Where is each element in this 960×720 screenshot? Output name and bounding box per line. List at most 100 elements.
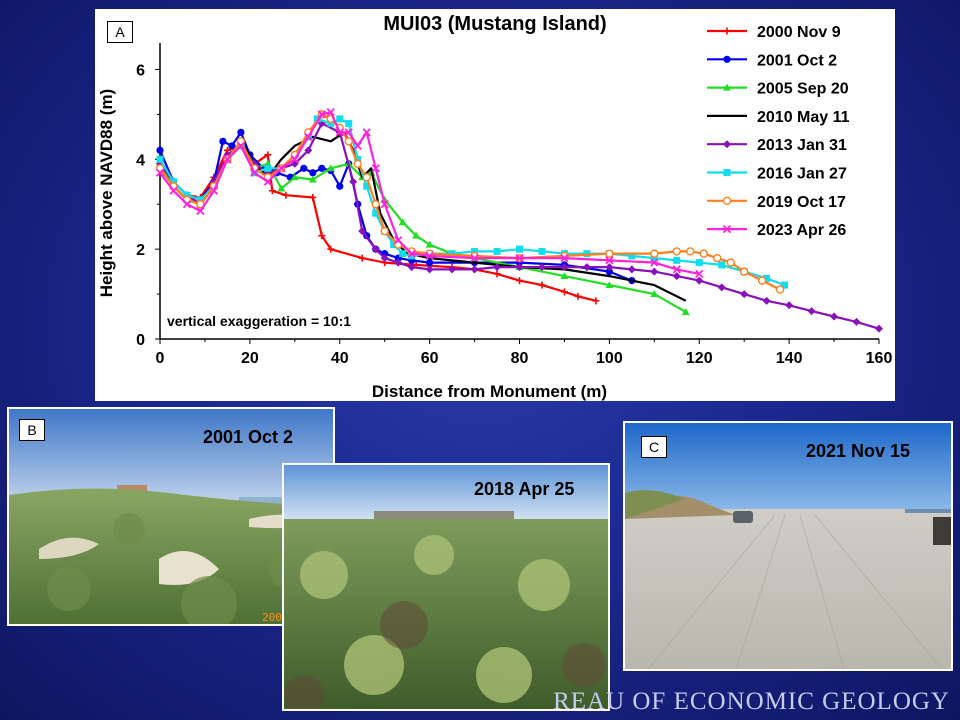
data-point-2016-jan-27	[763, 274, 771, 282]
data-point-2000-nov-9	[493, 270, 501, 278]
data-point-2013-jan-31	[493, 263, 502, 272]
data-point-2013-jan-31	[470, 265, 479, 274]
data-point-2016-jan-27	[183, 191, 191, 199]
data-point-2016-jan-27	[493, 247, 501, 255]
data-point-2016-jan-27	[336, 115, 344, 123]
data-point-2013-jan-31	[672, 272, 681, 281]
x-tick-label: 60	[421, 350, 439, 367]
data-point-2016-jan-27	[538, 247, 546, 255]
legend-marker-2013-jan-31	[723, 140, 731, 149]
data-point-2019-oct-17	[726, 258, 735, 267]
x-tick-label: 100	[596, 350, 623, 367]
data-point-2023-apr-26	[250, 168, 259, 177]
photo-b-date: 2001 Oct 2	[203, 427, 294, 447]
data-point-2001-oct-2	[309, 169, 317, 177]
data-point-2013-jan-31	[425, 265, 434, 274]
data-point-2019-oct-17	[775, 285, 785, 294]
x-tick-label: 0	[156, 350, 165, 367]
series-line-2001-oct-2	[158, 131, 633, 282]
data-point-2023-apr-26	[236, 141, 246, 150]
data-point-2013-jan-31	[349, 177, 358, 186]
data-point-2023-apr-26	[371, 164, 380, 173]
data-point-2023-apr-26	[155, 168, 165, 177]
data-point-2023-apr-26	[182, 200, 192, 209]
data-point-2023-apr-26	[380, 200, 389, 209]
data-point-2019-oct-17	[380, 226, 389, 236]
legend-marker-2000-nov-9	[723, 27, 731, 35]
data-point-2005-sep-20	[412, 231, 421, 239]
data-point-2000-nov-9	[264, 151, 272, 159]
data-point-2016-jan-27	[264, 164, 272, 172]
data-point-2016-jan-27	[583, 250, 591, 258]
data-point-2005-sep-20	[290, 173, 299, 181]
data-point-2000-nov-9	[318, 232, 326, 240]
legend-marker-2023-apr-26	[722, 224, 732, 234]
data-point-2023-apr-26	[605, 256, 614, 265]
data-point-2013-jan-31	[582, 263, 591, 272]
data-point-2001-oct-2	[318, 164, 326, 172]
profile-chart: MUI03 (Mustang Island)0 20 40 60 80 100 120 140…	[97, 13, 892, 401]
data-point-2016-jan-27	[516, 245, 523, 253]
data-point-2001-oct-2	[228, 142, 236, 150]
data-point-2001-oct-2	[300, 164, 308, 172]
data-point-2000-nov-9	[309, 193, 317, 201]
data-point-2013-jan-31	[785, 301, 794, 310]
legend-label-2023-apr-26: 2023 Apr 26	[757, 222, 846, 239]
legend-marker-2016-jan-27	[723, 169, 731, 176]
data-point-2013-jan-31	[717, 283, 726, 292]
y-tick-label: 6	[136, 62, 145, 79]
data-point-2000-nov-9	[282, 191, 290, 199]
data-point-2016-jan-27	[390, 241, 398, 249]
data-point-2013-jan-31	[740, 290, 749, 299]
legend-label-2013-jan-31: 2013 Jan 31	[757, 137, 847, 154]
data-point-2005-sep-20	[650, 290, 659, 298]
data-point-2023-apr-26	[344, 128, 353, 137]
data-point-2016-jan-27	[448, 250, 456, 258]
data-point-2019-oct-17	[605, 249, 614, 258]
data-point-2023-apr-26	[277, 164, 286, 173]
data-point-2016-jan-27	[196, 196, 204, 204]
data-point-2005-sep-20	[560, 272, 569, 280]
data-point-2013-jan-31	[537, 263, 546, 272]
data-point-2005-sep-20	[425, 240, 434, 248]
data-point-2013-jan-31	[560, 263, 569, 272]
data-point-2005-sep-20	[398, 218, 407, 226]
y-tick-label: 0	[136, 332, 145, 349]
data-point-2005-sep-20	[326, 164, 335, 172]
data-point-2000-nov-9	[574, 292, 582, 300]
data-point-2013-jan-31	[304, 146, 313, 155]
y-tick-label: 4	[136, 152, 145, 169]
x-tick-label: 80	[511, 350, 529, 367]
data-point-2000-nov-9	[358, 254, 366, 262]
x-tick-label: 120	[686, 350, 713, 367]
data-point-2023-apr-26	[317, 110, 326, 119]
data-point-2023-apr-26	[650, 258, 659, 267]
data-point-2019-oct-17	[344, 137, 353, 146]
data-point-2019-oct-17	[739, 267, 749, 276]
data-point-2023-apr-26	[362, 128, 371, 137]
legend-label-2000-nov-9: 2000 Nov 9	[757, 24, 841, 41]
data-point-2001-oct-2	[237, 128, 245, 136]
data-point-2019-oct-17	[650, 249, 659, 258]
data-point-2023-apr-26	[223, 155, 232, 164]
data-point-2005-sep-20	[681, 308, 690, 316]
data-point-2013-jan-31	[807, 307, 816, 316]
data-point-2000-nov-9	[268, 187, 276, 195]
data-point-2013-jan-31	[515, 263, 524, 272]
data-point-2000-nov-9	[516, 277, 523, 285]
photo-b2-date: 2018 Apr 25	[474, 479, 575, 499]
data-point-2016-jan-27	[372, 209, 380, 217]
data-point-2016-jan-27	[363, 182, 371, 190]
x-axis-label: Distance from Monument (m)	[372, 382, 607, 401]
data-point-2013-jan-31	[358, 227, 367, 236]
x-tick-label: 20	[241, 350, 259, 367]
beach-photo-2021	[625, 423, 951, 669]
exaggeration-note: vertical exaggeration = 10:1	[167, 313, 351, 329]
data-point-2016-jan-27	[354, 155, 362, 163]
series-line-2010-may-11	[159, 131, 687, 302]
data-point-2023-apr-26	[209, 186, 219, 195]
data-point-2016-jan-27	[399, 250, 407, 258]
chart-title: MUI03 (Mustang Island)	[383, 13, 606, 35]
data-point-2023-apr-26	[515, 254, 524, 263]
data-point-2023-apr-26	[263, 177, 272, 186]
